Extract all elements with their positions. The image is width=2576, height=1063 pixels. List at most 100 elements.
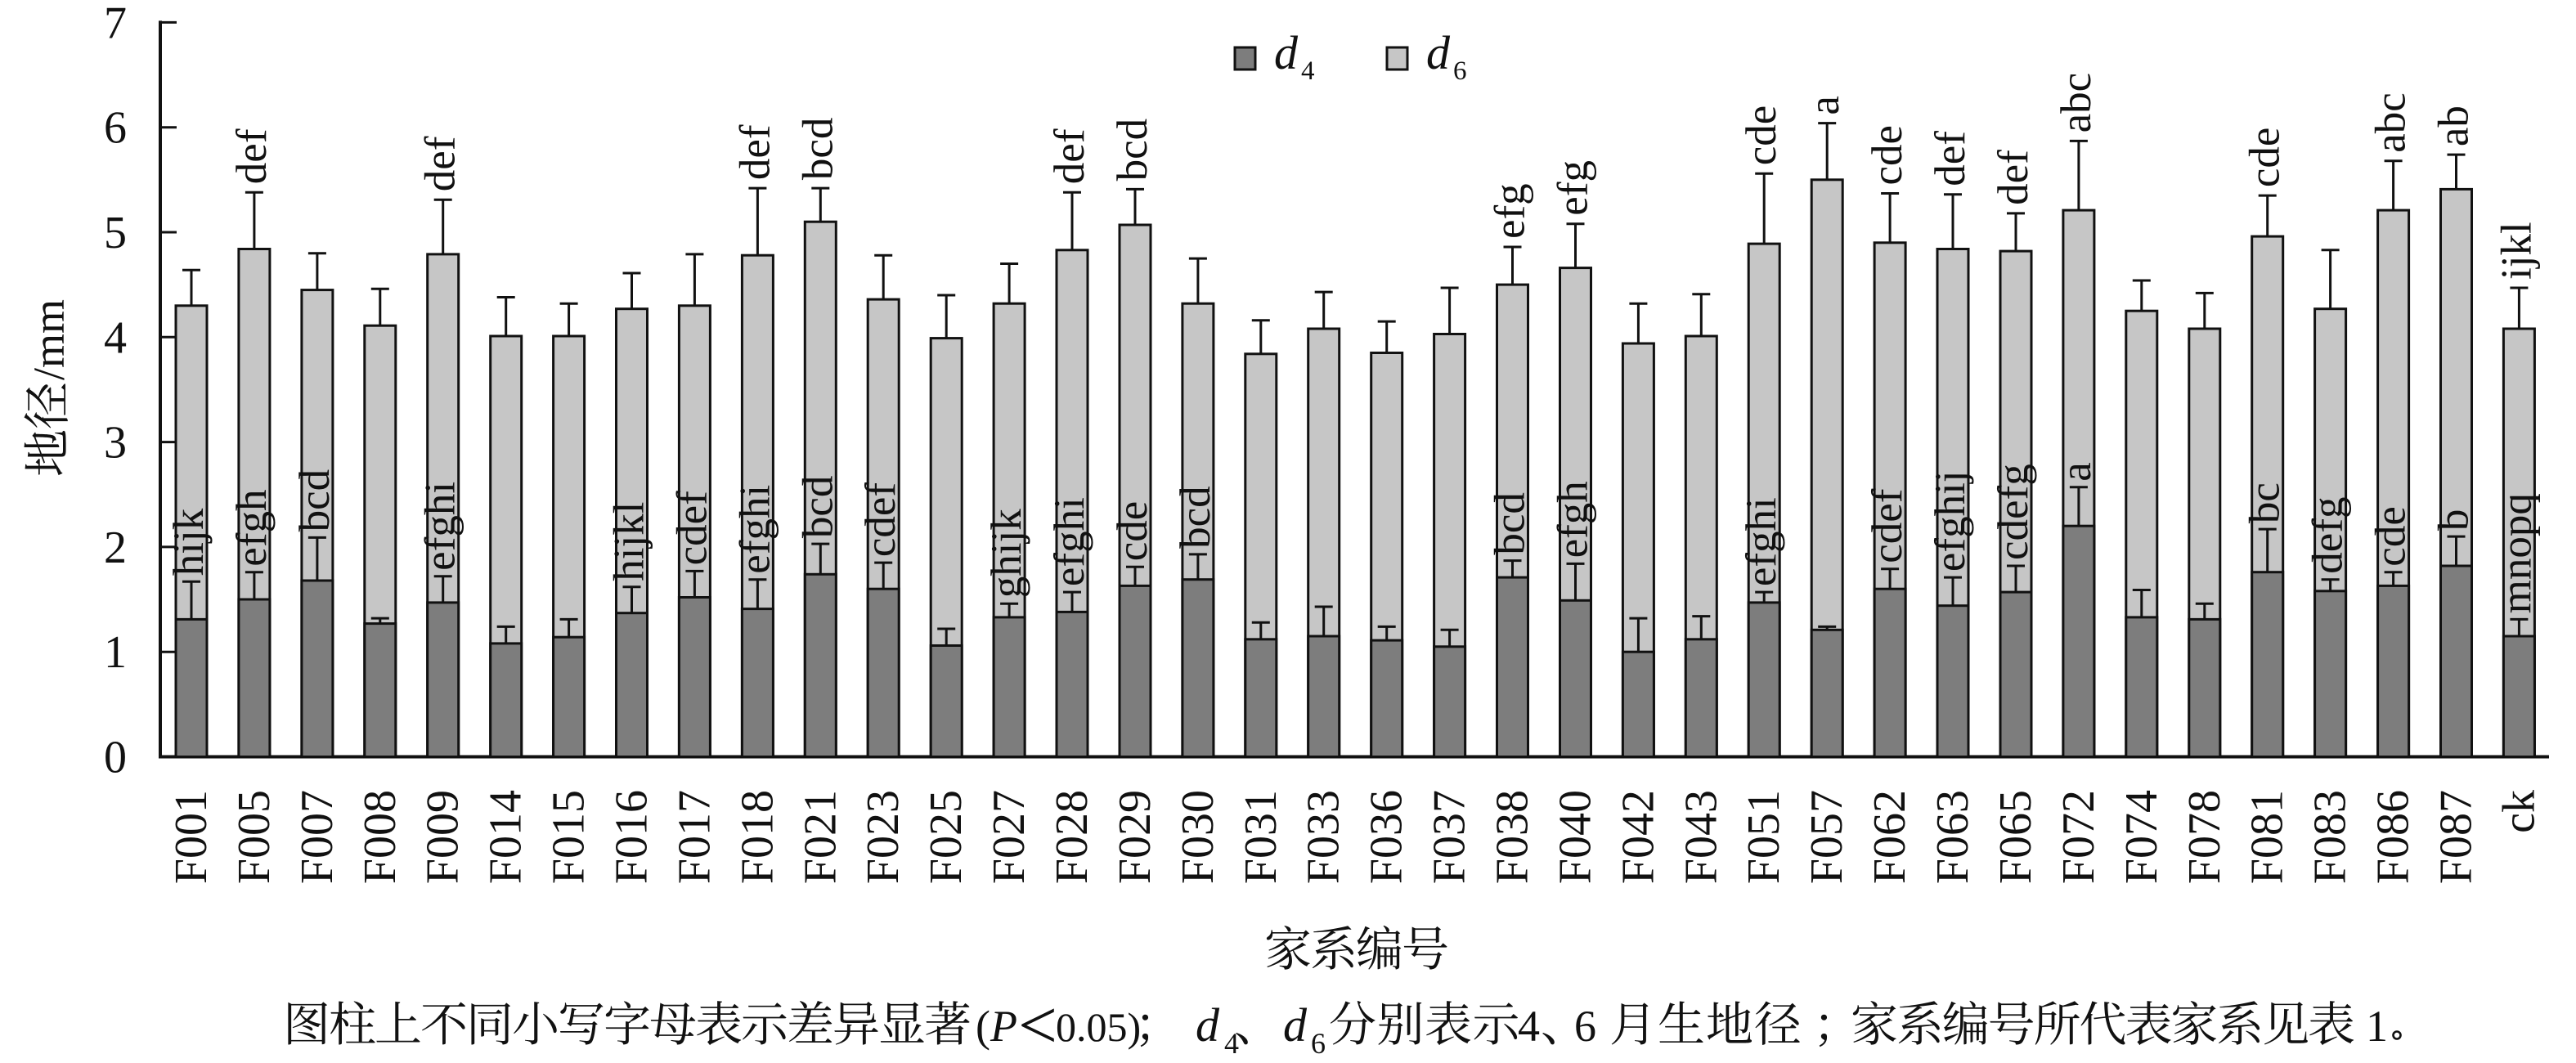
- svg-text:(P: (P: [976, 1002, 1017, 1051]
- svg-text:cdefg: cdefg: [1990, 464, 2037, 560]
- svg-text:F043: F043: [1676, 790, 1726, 884]
- svg-text:bcd: bcd: [794, 118, 841, 181]
- svg-text:F014: F014: [481, 790, 532, 884]
- svg-text:ijkl: ijkl: [2493, 222, 2540, 280]
- svg-text:F021: F021: [795, 790, 846, 884]
- svg-text:F029: F029: [1110, 790, 1160, 884]
- svg-text:F040: F040: [1551, 790, 1601, 884]
- svg-text:4: 4: [1301, 56, 1315, 86]
- svg-text:efg: efg: [1550, 160, 1597, 216]
- svg-text:F001: F001: [166, 790, 217, 884]
- svg-text:6: 6: [1453, 56, 1467, 86]
- svg-text:def: def: [417, 136, 464, 191]
- svg-text:F008: F008: [355, 790, 406, 884]
- svg-text:F042: F042: [1613, 790, 1663, 884]
- svg-text:efg: efg: [1487, 183, 1534, 239]
- svg-text:efgh: efgh: [1550, 481, 1597, 558]
- svg-text:F051: F051: [1739, 790, 1789, 884]
- svg-text:F087: F087: [2431, 790, 2482, 884]
- svg-text:4: 4: [1518, 1002, 1540, 1051]
- svg-text:ghijk: ghijk: [983, 509, 1030, 598]
- svg-text:a: a: [1801, 96, 1848, 115]
- svg-text:F083: F083: [2305, 790, 2356, 884]
- svg-text:F074: F074: [2116, 790, 2167, 884]
- svg-text:F081: F081: [2242, 790, 2293, 884]
- svg-text:3: 3: [104, 418, 127, 469]
- svg-text:cde: cde: [1109, 501, 1156, 562]
- svg-text:0.05): 0.05): [1056, 1004, 1141, 1050]
- svg-text:F017: F017: [669, 790, 720, 884]
- svg-text:hijk: hijk: [165, 508, 213, 576]
- svg-text:bcd: bcd: [291, 469, 339, 532]
- svg-text:1: 1: [104, 627, 127, 678]
- svg-text:F009: F009: [418, 790, 469, 884]
- svg-text:7: 7: [104, 0, 127, 48]
- svg-text:F038: F038: [1488, 790, 1538, 884]
- svg-text:6: 6: [1311, 1027, 1326, 1060]
- svg-text:cdef: cdef: [857, 482, 904, 558]
- svg-text:F078: F078: [2179, 790, 2230, 884]
- svg-text:d: d: [1426, 26, 1451, 79]
- svg-text:abc: abc: [2053, 73, 2100, 133]
- svg-text:F028: F028: [1047, 790, 1097, 884]
- svg-text:F015: F015: [544, 790, 595, 884]
- svg-text:F007: F007: [292, 790, 343, 884]
- svg-text:6: 6: [104, 103, 127, 154]
- svg-text:F033: F033: [1299, 790, 1349, 884]
- svg-text:F027: F027: [984, 790, 1034, 884]
- svg-text:def: def: [1927, 131, 1974, 186]
- svg-text:cde: cde: [1864, 125, 1911, 186]
- svg-text:2: 2: [104, 523, 127, 573]
- svg-text:def: def: [1046, 128, 1093, 184]
- svg-text:F086: F086: [2368, 790, 2419, 884]
- svg-text:F065: F065: [1990, 790, 2041, 884]
- svg-text:cde: cde: [2242, 128, 2289, 188]
- svg-text:cdef: cdef: [1864, 488, 1911, 563]
- svg-text:F023: F023: [858, 790, 909, 884]
- svg-text:F016: F016: [607, 790, 657, 884]
- svg-text:bcd: bcd: [1172, 486, 1219, 549]
- svg-text:def: def: [228, 128, 276, 184]
- svg-text:bcd: bcd: [1109, 119, 1156, 182]
- svg-text:d: d: [1274, 26, 1299, 79]
- svg-text:/mm: /mm: [25, 299, 74, 380]
- svg-text:bcd: bcd: [1487, 492, 1534, 555]
- svg-text:1: 1: [2366, 1002, 2388, 1051]
- svg-text:defg: defg: [2304, 497, 2352, 574]
- svg-text:4: 4: [1224, 1027, 1239, 1060]
- svg-text:d: d: [1196, 998, 1220, 1052]
- svg-text:F063: F063: [1928, 790, 1978, 884]
- svg-text:ab: ab: [2430, 105, 2478, 146]
- svg-text:4: 4: [104, 312, 127, 363]
- svg-text:efghi: efghi: [1738, 497, 1785, 586]
- svg-text:abc: abc: [2367, 92, 2415, 153]
- svg-text:F036: F036: [1362, 790, 1412, 884]
- svg-text:F072: F072: [2053, 790, 2104, 884]
- svg-text:F031: F031: [1236, 790, 1286, 884]
- svg-text:F037: F037: [1425, 790, 1475, 884]
- svg-text:hijkl: hijkl: [606, 502, 653, 581]
- svg-text:ck: ck: [2493, 790, 2544, 833]
- svg-text:efghi: efghi: [1046, 497, 1093, 586]
- svg-text:bc: bc: [2242, 482, 2289, 523]
- svg-text:cdef: cdef: [668, 491, 716, 566]
- svg-text:efghij: efghij: [1927, 470, 1974, 572]
- svg-text:b: b: [2430, 509, 2478, 532]
- svg-text:0: 0: [104, 733, 127, 783]
- svg-text:def: def: [731, 124, 779, 180]
- svg-text:cde: cde: [2367, 506, 2415, 567]
- svg-text:def: def: [1990, 150, 2037, 205]
- svg-text:F025: F025: [921, 790, 972, 884]
- svg-text:6: 6: [1574, 1002, 1596, 1051]
- svg-text:F030: F030: [1173, 790, 1223, 884]
- svg-text:bcd: bcd: [794, 476, 841, 539]
- svg-text:F057: F057: [1802, 790, 1852, 884]
- svg-text:efghi: efghi: [731, 485, 779, 574]
- svg-text:<: <: [1018, 987, 1057, 1063]
- svg-text:d: d: [1283, 998, 1308, 1052]
- svg-text:F005: F005: [229, 790, 280, 884]
- svg-text:cde: cde: [1738, 105, 1785, 166]
- svg-text:mnopq: mnopq: [2493, 493, 2540, 613]
- svg-text:efgh: efgh: [228, 490, 276, 567]
- svg-text:F018: F018: [732, 790, 783, 884]
